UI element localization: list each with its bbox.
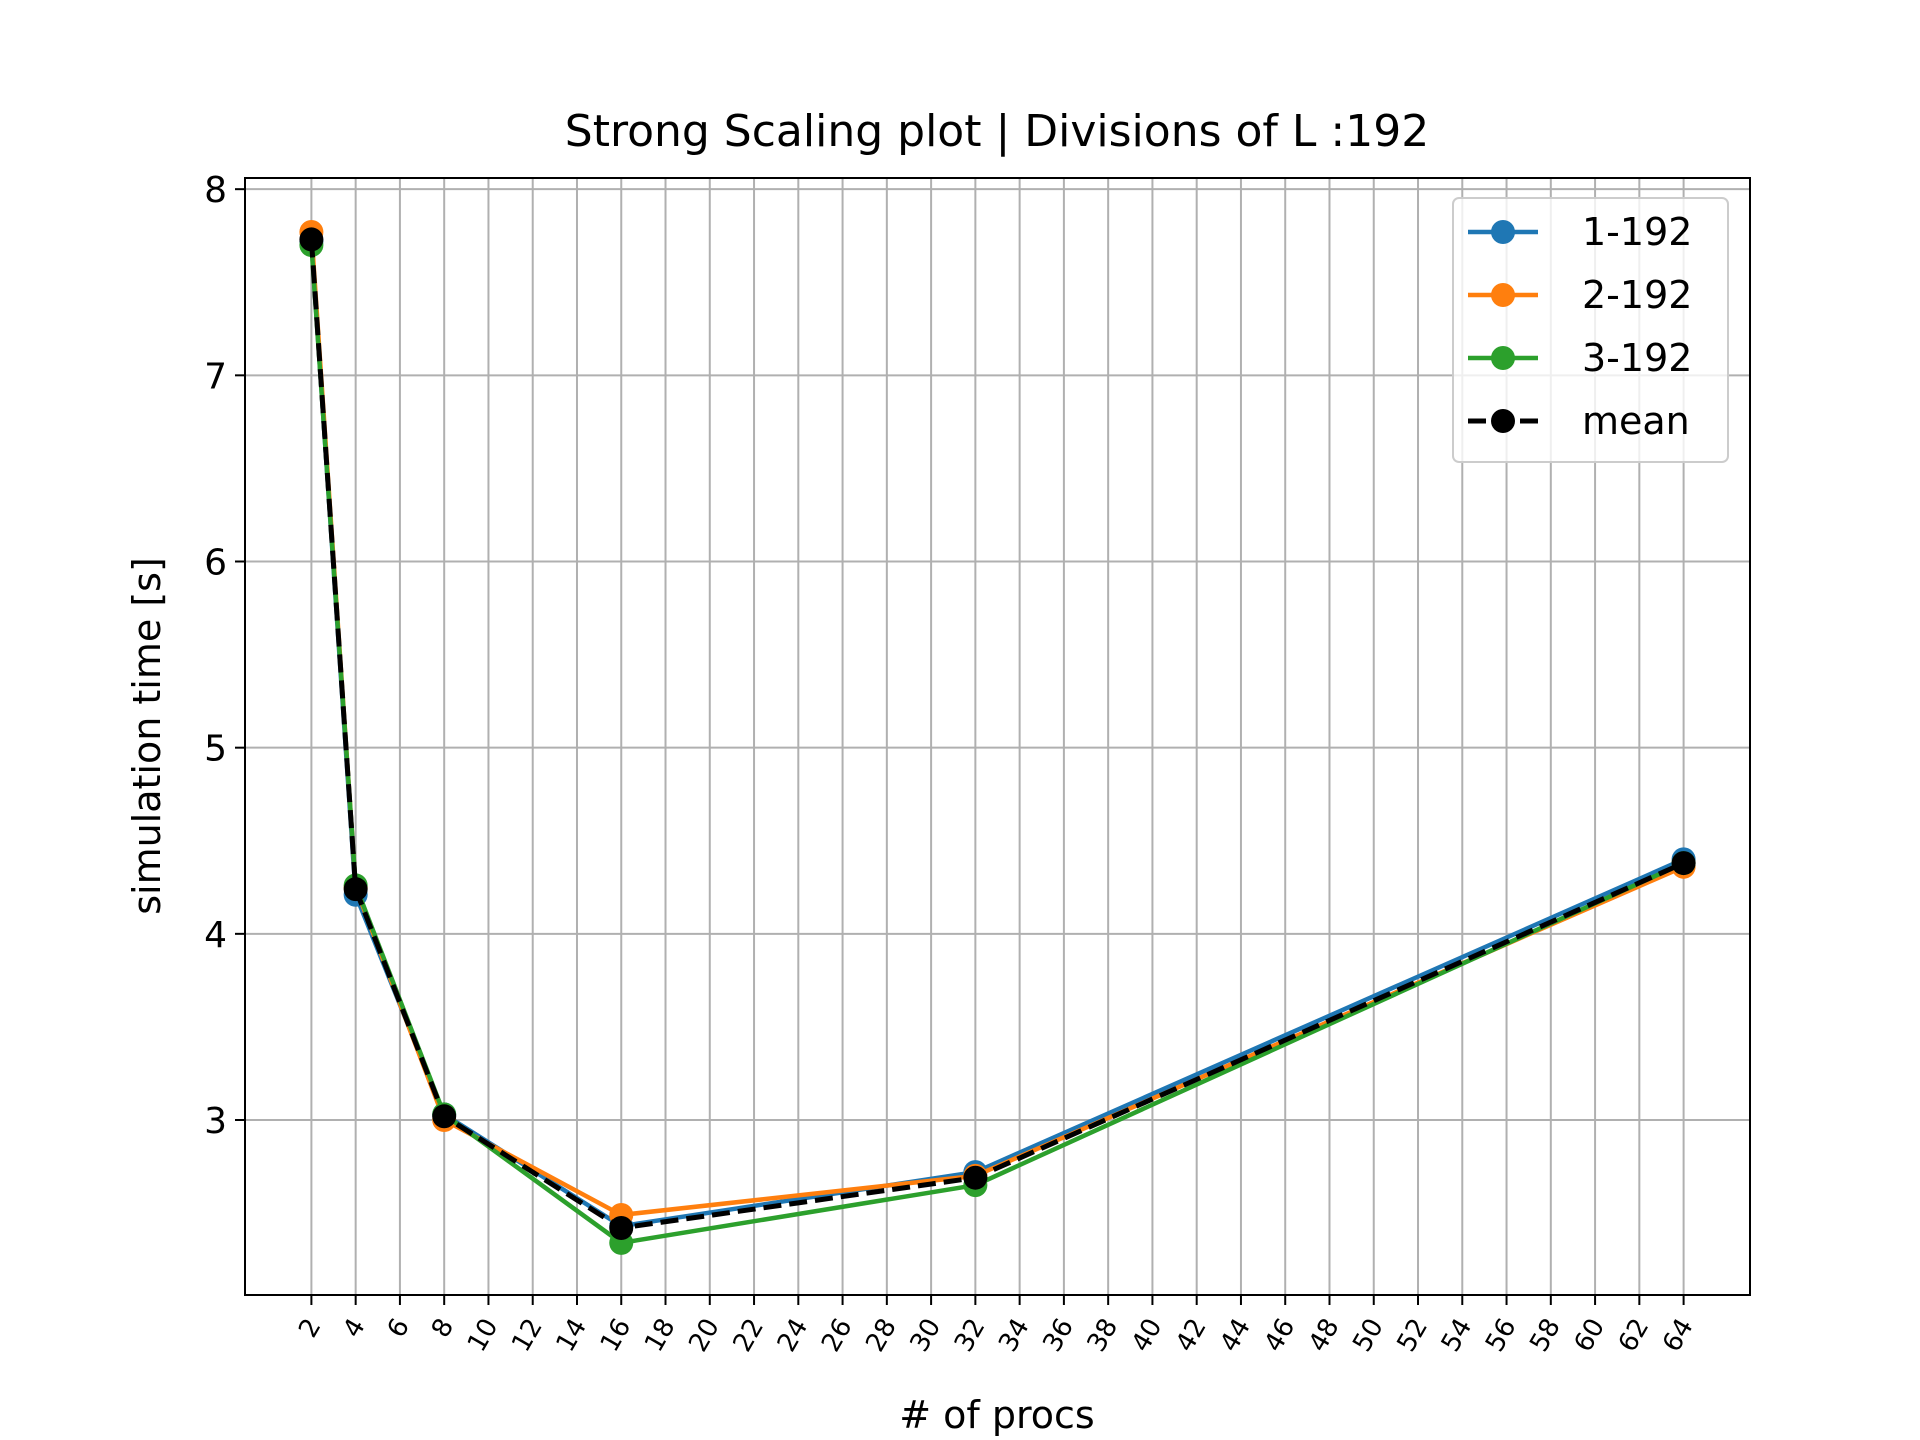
x-tick-label: 44 xyxy=(1214,1314,1257,1358)
x-axis-label: # of procs xyxy=(899,1393,1094,1437)
legend-box xyxy=(1452,197,1729,463)
data-point xyxy=(1671,851,1696,876)
series-line xyxy=(309,244,1685,1246)
x-tick-label: 54 xyxy=(1436,1314,1479,1358)
y-tick-label: 4 xyxy=(204,915,227,956)
legend-label: 3-192 xyxy=(1582,336,1692,380)
data-point xyxy=(343,877,368,902)
y-tick-label: 8 xyxy=(204,170,227,211)
series-mean xyxy=(299,227,1696,1240)
tick-marks xyxy=(235,188,1685,1305)
y-axis-label: simulation time [s] xyxy=(125,557,169,915)
data-point xyxy=(299,227,324,252)
legend: 1-192 2-192 3-192 mean xyxy=(1452,197,1729,463)
x-tick-label: 64 xyxy=(1657,1314,1700,1358)
x-tick-label: 56 xyxy=(1480,1314,1523,1358)
x-tick-label: 50 xyxy=(1347,1314,1390,1358)
series-layer xyxy=(299,219,1696,1255)
y-tick-label: 3 xyxy=(204,1101,227,1142)
x-tick-label: 14 xyxy=(551,1314,594,1358)
x-tick-label: 46 xyxy=(1259,1314,1302,1358)
x-tick-label: 40 xyxy=(1126,1314,1169,1358)
plot-frame xyxy=(244,177,1751,1296)
x-tick-label: 52 xyxy=(1392,1314,1435,1358)
legend-label: mean xyxy=(1582,399,1690,443)
x-tick-label: 34 xyxy=(993,1314,1036,1358)
data-point xyxy=(432,1104,457,1129)
x-tick-label: 20 xyxy=(683,1314,726,1358)
x-tick-label: 12 xyxy=(506,1314,549,1358)
x-tick-label: 16 xyxy=(595,1314,638,1358)
x-tick-label: 42 xyxy=(1170,1314,1213,1358)
x-tick-label: 26 xyxy=(816,1314,859,1358)
series-line xyxy=(308,239,1685,1231)
legend-label: 1-192 xyxy=(1582,210,1692,254)
legend-label: 2-192 xyxy=(1582,273,1692,317)
x-tick-label: 8 xyxy=(426,1314,460,1343)
data-point xyxy=(609,1215,634,1240)
grid-lines xyxy=(245,178,1750,1295)
x-tick-label: 48 xyxy=(1303,1314,1346,1358)
x-tick-label: 22 xyxy=(728,1314,771,1358)
x-tick-label: 62 xyxy=(1613,1314,1656,1358)
x-tick-label: 18 xyxy=(639,1314,682,1358)
x-tick-label: 30 xyxy=(905,1314,948,1358)
x-tick-label: 2 xyxy=(293,1314,327,1343)
x-tick-label: 58 xyxy=(1524,1314,1567,1358)
x-tick-label: 38 xyxy=(1082,1314,1125,1358)
legend-marker xyxy=(1491,346,1515,370)
chart-title: Strong Scaling plot | Divisions of L :19… xyxy=(565,106,1429,157)
legend-marker xyxy=(1491,283,1515,307)
legend-marker xyxy=(1491,220,1515,244)
x-tick-label: 32 xyxy=(949,1314,992,1358)
x-tick-label: 60 xyxy=(1569,1314,1612,1358)
y-tick-label: 5 xyxy=(204,729,227,770)
x-tick-label: 4 xyxy=(337,1314,371,1343)
y-tick-label: 7 xyxy=(204,356,227,397)
x-tick-label: 6 xyxy=(382,1314,416,1343)
x-tick-label: 10 xyxy=(462,1314,505,1358)
legend-entries: 1-192 2-192 3-192 mean xyxy=(1468,210,1692,443)
data-point xyxy=(963,1165,988,1190)
x-tick-label: 24 xyxy=(772,1314,815,1358)
legend-marker xyxy=(1491,409,1515,433)
y-tick-label: 6 xyxy=(204,543,227,584)
x-tick-label: 28 xyxy=(860,1314,903,1358)
x-tick-label: 36 xyxy=(1037,1314,1080,1358)
